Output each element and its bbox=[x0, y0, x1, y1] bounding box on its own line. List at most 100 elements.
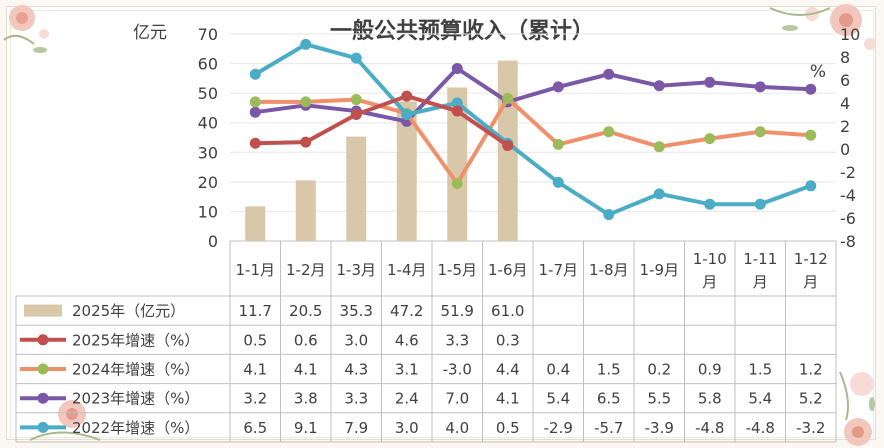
right-tick-label: -8 bbox=[840, 232, 856, 251]
data-point bbox=[451, 63, 463, 74]
series-line bbox=[255, 96, 811, 186]
data-point bbox=[754, 81, 766, 93]
right-tick-label: 2 bbox=[840, 117, 850, 136]
table-cell: 3.0 bbox=[395, 419, 419, 437]
legend-swatch-marker bbox=[37, 334, 49, 346]
data-point bbox=[249, 106, 261, 118]
bar bbox=[295, 180, 316, 241]
right-tick-label: 8 bbox=[840, 48, 850, 67]
category-label: 1-5月 bbox=[438, 261, 478, 279]
right-axis-unit: % bbox=[810, 62, 826, 82]
data-point bbox=[300, 136, 312, 148]
data-point bbox=[603, 209, 615, 221]
category-label: 1-12 bbox=[794, 250, 828, 268]
category-label: 1-1月 bbox=[236, 261, 276, 279]
table-cell: 3.1 bbox=[395, 361, 419, 379]
right-tick-label: 4 bbox=[840, 94, 850, 113]
category-label: 月 bbox=[702, 273, 717, 291]
legend-label: 2024年增速（%） bbox=[72, 361, 199, 379]
data-point bbox=[552, 176, 564, 188]
chart-title: 一般公共预算收入（累计） bbox=[330, 18, 594, 44]
line-series bbox=[249, 38, 817, 221]
table-cell: 4.4 bbox=[496, 361, 520, 379]
series-line bbox=[254, 66, 811, 124]
left-tick-label: 60 bbox=[198, 55, 218, 74]
series-line bbox=[254, 42, 812, 217]
bar bbox=[245, 206, 266, 241]
table-cell: 3.8 bbox=[294, 390, 318, 408]
left-tick-label: 10 bbox=[198, 202, 218, 221]
left-axis-unit: 亿元 bbox=[133, 23, 167, 43]
left-tick-label: 50 bbox=[198, 84, 218, 103]
legend-label: 2025年增速（%） bbox=[72, 331, 199, 349]
category-label: 1-9月 bbox=[640, 261, 680, 279]
category-label: 月 bbox=[753, 273, 768, 291]
table-cell: 0.3 bbox=[496, 331, 520, 349]
data-point bbox=[603, 126, 615, 138]
table-cell: 4.3 bbox=[344, 361, 368, 379]
table-cell: 5.4 bbox=[546, 390, 570, 408]
right-tick-label: -2 bbox=[840, 163, 856, 182]
legend-label: 2023年增速（%） bbox=[72, 390, 199, 408]
data-point bbox=[249, 68, 261, 80]
chart-frame bbox=[6, 6, 876, 440]
table-cell: 2.4 bbox=[395, 390, 419, 408]
table-cell: 51.9 bbox=[441, 302, 474, 320]
right-axis-ticks: -8 -6 -4 -2 0 2 4 6 8 10 bbox=[840, 25, 860, 251]
category-label: 1-11 bbox=[743, 250, 777, 268]
data-point bbox=[704, 198, 716, 210]
right-tick-label: 0 bbox=[840, 140, 850, 159]
right-tick-label: -6 bbox=[840, 209, 856, 228]
table-cell: -3.9 bbox=[645, 419, 674, 437]
flower-decoration-bottom-left bbox=[29, 400, 101, 441]
table-cell: -4.8 bbox=[746, 419, 775, 437]
table-cell: 47.2 bbox=[390, 302, 423, 320]
category-label: 1-4月 bbox=[387, 261, 427, 279]
data-point bbox=[653, 141, 665, 153]
table-cell: 1.5 bbox=[748, 361, 772, 379]
left-tick-label: 0 bbox=[208, 232, 218, 251]
data-point bbox=[451, 105, 463, 117]
left-tick-label: 30 bbox=[198, 143, 218, 162]
table-cell: -2.9 bbox=[544, 419, 573, 437]
table-cell: 5.2 bbox=[799, 390, 823, 408]
data-point bbox=[754, 198, 766, 210]
category-label: 1-7月 bbox=[539, 261, 579, 279]
table-cell: 4.1 bbox=[496, 390, 520, 408]
table-cell: 5.5 bbox=[647, 390, 671, 408]
data-point bbox=[300, 38, 312, 50]
table-cell: 11.7 bbox=[239, 302, 272, 320]
table-cell: 6.5 bbox=[597, 390, 621, 408]
legend-swatch-marker bbox=[37, 363, 49, 375]
table-cell: 61.0 bbox=[491, 302, 524, 320]
table-cell: -3.2 bbox=[796, 419, 825, 437]
table-cell: 35.3 bbox=[340, 302, 373, 320]
category-label: 1-2月 bbox=[286, 261, 326, 279]
series-line bbox=[255, 94, 509, 148]
data-point bbox=[552, 138, 564, 150]
data-point bbox=[451, 178, 463, 189]
data-point bbox=[350, 52, 362, 64]
table-cell: 3.0 bbox=[344, 331, 368, 349]
table-cell: 9.1 bbox=[294, 419, 318, 437]
data-point bbox=[401, 109, 413, 120]
grid bbox=[230, 33, 836, 242]
data-point bbox=[704, 76, 716, 88]
flower-decoration-top-right bbox=[769, 4, 876, 50]
data-point bbox=[754, 126, 766, 138]
table-cell: 6.5 bbox=[243, 419, 267, 437]
category-label: 1-8月 bbox=[589, 261, 629, 279]
data-point bbox=[350, 109, 362, 120]
table-cell: 7.9 bbox=[344, 419, 368, 437]
data-point bbox=[805, 129, 817, 141]
table-cell: 7.0 bbox=[445, 390, 469, 408]
data-point bbox=[451, 97, 463, 109]
table-cell: 0.9 bbox=[698, 361, 722, 379]
right-tick-label: -4 bbox=[840, 186, 856, 205]
left-axis-ticks: 0 10 20 30 40 50 60 70 bbox=[198, 25, 218, 251]
data-point bbox=[502, 140, 514, 152]
table-cell: -3.0 bbox=[443, 361, 472, 379]
table-cell: 4.1 bbox=[243, 361, 267, 379]
data-point bbox=[805, 83, 817, 95]
